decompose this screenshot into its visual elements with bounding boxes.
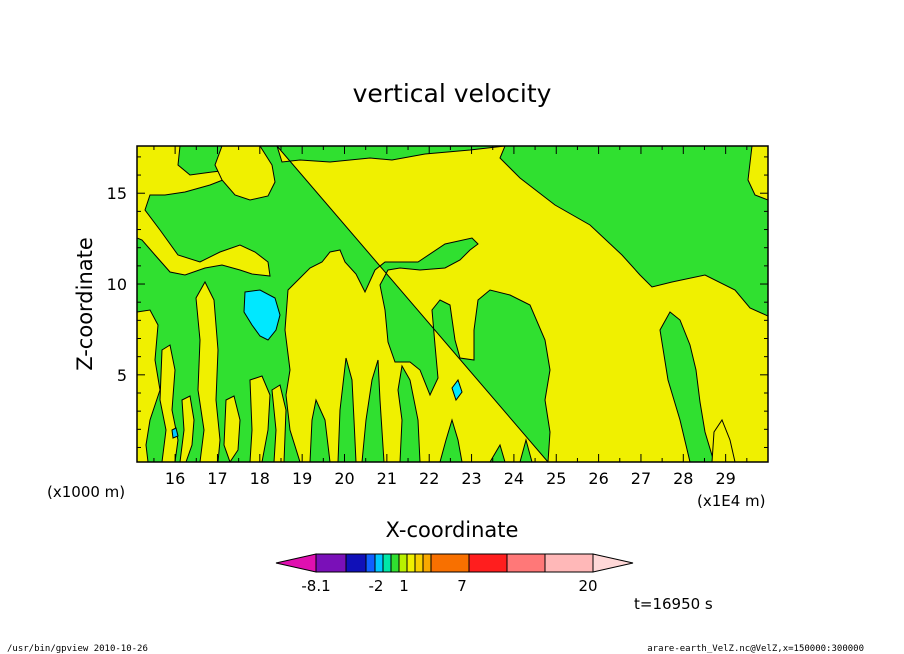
colorbar-swatch bbox=[506, 553, 546, 573]
colorbar-swatch bbox=[422, 553, 432, 573]
colorbar-swatch bbox=[406, 553, 416, 573]
plot-frame bbox=[136, 145, 769, 463]
yellow-region-main bbox=[276, 146, 768, 462]
x-tick-label: 25 bbox=[546, 469, 566, 488]
yellow-strip-3 bbox=[195, 280, 221, 462]
cyan-region-small bbox=[451, 378, 463, 402]
colorbar-tick-label: 7 bbox=[457, 577, 467, 595]
colorbar-swatch bbox=[398, 553, 408, 573]
colorbar-swatch bbox=[430, 553, 470, 573]
colorbar-swatch bbox=[414, 553, 424, 573]
yellow-strip-4 bbox=[179, 395, 195, 462]
colorbar-swatch bbox=[468, 553, 508, 573]
colorbar bbox=[275, 553, 634, 573]
colorbar-swatch bbox=[345, 553, 367, 573]
y-tick-label: 10 bbox=[107, 275, 127, 294]
colorbar-arrow-high bbox=[592, 553, 634, 573]
colorbar-tick-label: -2 bbox=[369, 577, 384, 595]
y-axis: 5 10 15 bbox=[107, 156, 768, 448]
colorbar-arrow-low bbox=[275, 553, 317, 573]
x-tick-label: 22 bbox=[419, 469, 439, 488]
colorbar-tick-label: 1 bbox=[399, 577, 409, 595]
x-tick-label: 26 bbox=[588, 469, 608, 488]
yellow-region-upper bbox=[214, 146, 276, 201]
x-tick-label: 23 bbox=[461, 469, 481, 488]
colorbar-swatch bbox=[374, 553, 384, 573]
footer-left: /usr/bin/gpview 2010-10-26 bbox=[7, 644, 148, 654]
x-tick-label: 17 bbox=[207, 469, 227, 488]
yellow-strip-5 bbox=[223, 395, 241, 462]
x-axis-label: X-coordinate bbox=[386, 518, 519, 542]
contour-field bbox=[137, 146, 768, 462]
x-tick-label: 29 bbox=[715, 469, 735, 488]
colorbar-swatch bbox=[544, 553, 594, 573]
cyan-region-large bbox=[243, 289, 281, 341]
x-tick-label: 19 bbox=[292, 469, 312, 488]
x-tick-label: 24 bbox=[504, 469, 524, 488]
y-axis-label: Z-coordinate bbox=[73, 237, 97, 371]
chart-title: vertical velocity bbox=[353, 79, 552, 108]
time-label: t=16950 s bbox=[634, 595, 713, 613]
colorbar-tick-label: -8.1 bbox=[301, 577, 330, 595]
yellow-strip-6 bbox=[249, 375, 271, 462]
colorbar-tick-label: 20 bbox=[578, 577, 597, 595]
x-axis: 16 17 18 19 20 21 22 23 24 25 26 27 28 29 bbox=[153, 146, 748, 488]
colorbar-swatch bbox=[315, 553, 347, 573]
x-tick-label: 16 bbox=[165, 469, 185, 488]
x-tick-label: 20 bbox=[334, 469, 354, 488]
y-axis-unit-note: (x1000 m) bbox=[47, 483, 125, 501]
y-tick-label: 5 bbox=[117, 366, 127, 385]
yellow-strip-1 bbox=[137, 309, 161, 462]
footer-right: arare-earth_VelZ.nc@VelZ,x=150000:300000 bbox=[647, 644, 864, 654]
yellow-region-right bbox=[711, 418, 736, 462]
colorbar-swatch bbox=[365, 553, 376, 573]
x-tick-label: 27 bbox=[631, 469, 651, 488]
colorbar-swatch bbox=[390, 553, 400, 573]
x-tick-label: 18 bbox=[250, 469, 270, 488]
x-tick-label: 21 bbox=[377, 469, 397, 488]
y-tick-label: 15 bbox=[107, 184, 127, 203]
yellow-region-topright bbox=[747, 146, 768, 201]
x-tick-label: 28 bbox=[673, 469, 693, 488]
blue-spot bbox=[171, 427, 179, 439]
colorbar-labels: -8.1 -2 1 7 20 bbox=[301, 577, 597, 595]
yellow-strip-7 bbox=[271, 384, 287, 462]
x-axis-unit-note: (x1E4 m) bbox=[697, 492, 766, 510]
colorbar-swatch bbox=[382, 553, 392, 573]
